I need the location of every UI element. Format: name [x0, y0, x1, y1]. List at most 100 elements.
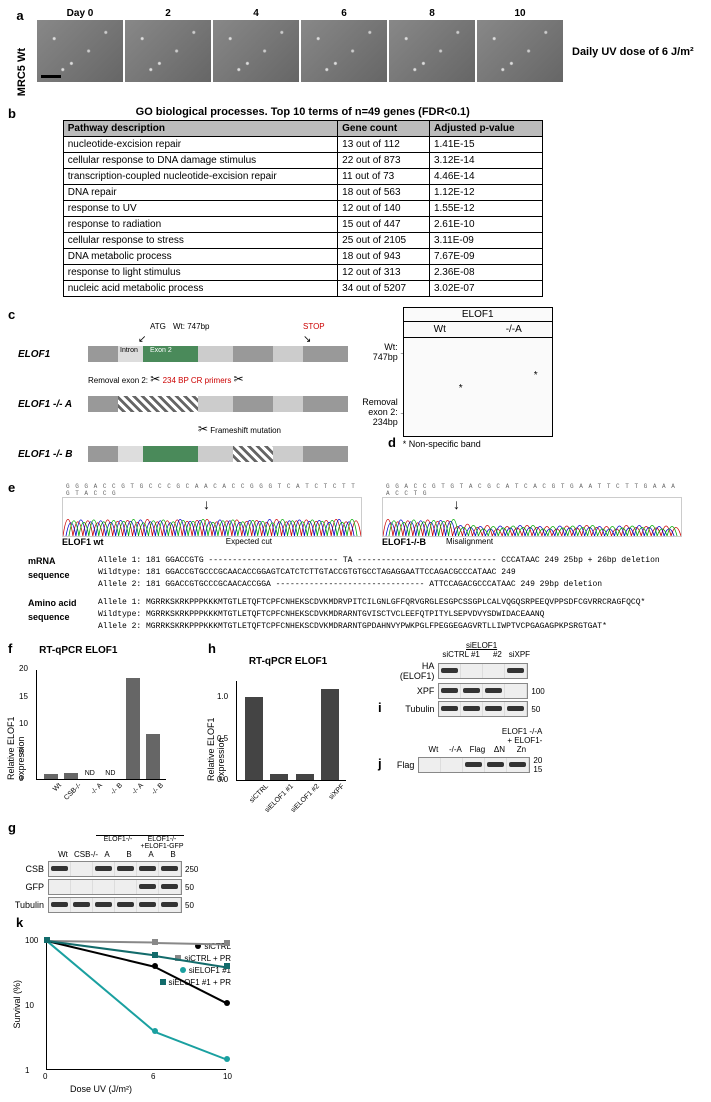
- panel-i: i siELOF1 siCTRL#1#2siXPF HA (ELOF1)XPF1…: [378, 641, 568, 719]
- wb-j-group: ELOF1 -/-A + ELOF1-: [448, 727, 542, 745]
- elof1-wt-label: ELOF1: [18, 349, 88, 360]
- panel-a-label: a: [16, 8, 23, 23]
- table-row: response to UV12 out of 1401.55E-12: [63, 201, 542, 217]
- day-6: 6: [300, 8, 388, 19]
- panel-g: g ELOF1-/- ELOF1-/- +ELOF1-GFP WtCSB-/-A…: [8, 820, 198, 915]
- table-row: transcription-coupled nucleotide-excisio…: [63, 169, 542, 185]
- mrna-allele2: Allele 2: 181 GGACCGTGCCCGCAACACCGGA ---…: [98, 579, 660, 591]
- arrow-down-icon: ↓: [453, 497, 460, 512]
- micrograph-row: [36, 19, 564, 83]
- wb-row: GFP50: [8, 879, 198, 895]
- primers-label: 234 BP CR primers: [163, 376, 232, 385]
- panel-k: k Survival (%) 1101000610siCTRLsiCTRL + …: [16, 915, 156, 1094]
- aa-label: Amino acid sequence: [28, 597, 98, 633]
- frameshift-label: Frameshift mutation: [210, 426, 281, 435]
- misalignment-label: Misalignment: [446, 537, 493, 547]
- day-0: Day 0: [36, 8, 124, 19]
- go-th-pval: Adjusted p-value: [429, 121, 542, 137]
- seq-letters-ko: G G A C C G T G T A C G C A T C A C G T …: [382, 483, 682, 497]
- table-row: DNA metabolic process18 out of 9437.67E-…: [63, 249, 542, 265]
- wb-i-lanes: siCTRL#1#2siXPF: [442, 650, 544, 659]
- panel-k-label: k: [16, 915, 23, 930]
- table-row: nucleotide-excision repair13 out of 1121…: [63, 137, 542, 153]
- wb-j-lanes: Wt-/-AFlagΔNZn: [422, 745, 542, 754]
- panel-i-label: i: [378, 700, 382, 715]
- table-row: response to radiation15 out of 4472.61E-…: [63, 217, 542, 233]
- elof1-a-label: ELOF1 -/- A: [18, 399, 88, 410]
- go-title: GO biological processes. Top 10 terms of…: [63, 106, 543, 118]
- panel-d: d Wt: 747bp Removal exon 2: 234bp → → EL…: [388, 307, 553, 472]
- micrograph-d10: [477, 20, 563, 82]
- panel-h: h RT-qPCR ELOF1 Relative ELOF1 expressio…: [208, 641, 368, 915]
- panel-b: b GO biological processes. Top 10 terms …: [8, 106, 703, 297]
- panel-b-label: b: [8, 106, 16, 121]
- wt-len: Wt: 747bp: [173, 322, 209, 331]
- panel-f: f RT-qPCR ELOF1 Relative ELOF1 expressio…: [8, 641, 198, 780]
- day-2: 2: [124, 8, 212, 19]
- chrom-wt-title: ELOF1 wt: [62, 537, 104, 547]
- chrom-ko-title: ELOF1-/-B: [382, 537, 426, 547]
- elof1-a-diagram: [88, 392, 348, 416]
- chart-f: 05101520WtCSB-/-ND-/- AND-/- B-/- A-/- B: [36, 670, 166, 780]
- chromatogram-ko: G G A C C G T G T A C G C A T C A C G T …: [382, 483, 682, 547]
- gel-wt-label: Wt: 747bp: [348, 342, 398, 362]
- panel-c: c ATG Wt: 747bp STOP ELOF1 Intron Exon 2…: [8, 307, 368, 472]
- seq-letters-wt: G G G A C C G T G C C C G C A A C A C C …: [62, 483, 362, 497]
- mrc5-label: MRC5 Wt: [16, 48, 28, 96]
- gel-title: ELOF1: [404, 308, 552, 322]
- panel-d-label: d: [388, 435, 396, 450]
- panel-h-label: h: [208, 641, 216, 656]
- day-8: 8: [388, 8, 476, 19]
- wb-row: Tubulin50: [388, 701, 544, 717]
- day-header-row: Day 0 2 4 6 8 10: [36, 8, 564, 19]
- wb-g-lanes: WtCSB-/-ABAB: [52, 850, 198, 859]
- aa-allele1: Allele 1: MGRRKSKRKPPPKKKMTGTLETQFTCPFCN…: [98, 597, 645, 609]
- aa-allele2: Allele 2: MGRRKSKRKPPPKKKMTGTLETQFTCPFCN…: [98, 621, 645, 633]
- chart-f-ylabel: Relative ELOF1 expression: [6, 690, 26, 780]
- star-icon: *: [534, 370, 538, 381]
- panel-a: a MRC5 Wt Day 0 2 4 6 8 10 Daily UV dose…: [8, 8, 703, 96]
- table-row: cellular response to stress25 out of 210…: [63, 233, 542, 249]
- uv-dose-label: Daily UV dose of 6 J/m²: [572, 46, 694, 58]
- scissors-icon: ✂: [198, 422, 208, 436]
- elof1-b-label: ELOF1 -/- B: [18, 449, 88, 460]
- chart-h: 0.00.51.0siCTRLsiELOF1 #1siELOF1 #2siXPF: [236, 681, 346, 781]
- micrograph-d8: [389, 20, 475, 82]
- table-row: nucleic acid metabolic process34 out of …: [63, 281, 542, 297]
- scalebar: [41, 75, 61, 78]
- panel-f-label: f: [8, 641, 12, 656]
- trace-svg: [383, 498, 681, 536]
- go-th-pathway: Pathway description: [63, 121, 337, 137]
- chromatogram-wt: G G G A C C G T G C C C G C A A C A C C …: [62, 483, 362, 547]
- wb-row: Flag20 15: [388, 756, 542, 774]
- day-4: 4: [212, 8, 300, 19]
- removal-label: Removal exon 2:: [88, 376, 148, 385]
- wb-row: Tubulin50: [8, 897, 198, 913]
- wb-row: HA (ELOF1): [388, 661, 544, 681]
- mrna-wt: Wildtype: 181 GGACCGTGCCCGCAACACCGGAGTCA…: [98, 567, 660, 579]
- wb-row: CSB250: [8, 861, 198, 877]
- chart-h-title: RT-qPCR ELOF1: [208, 656, 368, 667]
- gel-lane-a: -/-A: [506, 324, 522, 335]
- mrna-allele1: Allele 1: 181 GGACCGTG -----------------…: [98, 555, 660, 567]
- go-th-count: Gene count: [338, 121, 430, 137]
- panel-j: j ELOF1 -/-A + ELOF1- Wt-/-AFlagΔNZn Fla…: [378, 727, 568, 776]
- panel-e: e G G G A C C G T G C C C G C A A C A C …: [8, 480, 703, 633]
- wb-g-groups: ELOF1-/- ELOF1-/- +ELOF1-GFP: [52, 835, 198, 850]
- elof1-b-diagram: [88, 442, 348, 466]
- table-row: DNA repair18 out of 5631.12E-12: [63, 185, 542, 201]
- scissors-icon: ✂: [234, 372, 244, 386]
- trace-svg: [63, 498, 361, 536]
- atg-label: ATG: [150, 322, 166, 331]
- gel-removal-label: Removal exon 2: 234bp: [348, 397, 398, 427]
- expected-cut-label: Expected cut: [226, 537, 272, 547]
- intron-label: Intron: [120, 347, 138, 354]
- gel-lane-wt: Wt: [434, 324, 446, 335]
- table-row: response to light stimulus12 out of 3132…: [63, 265, 542, 281]
- micrograph-d6: [301, 20, 387, 82]
- aa-wt: Wildtype: MGRRKSKRKPPPKKKMTGTLETQFTCPFCN…: [98, 609, 645, 621]
- micrograph-d4: [213, 20, 299, 82]
- chart-k-ylabel: Survival (%): [12, 980, 22, 1029]
- wb-i-group: siELOF1: [418, 641, 544, 650]
- chart-k: 1101000610siCTRLsiCTRL + PRsiELOF1 #1siE…: [46, 940, 226, 1070]
